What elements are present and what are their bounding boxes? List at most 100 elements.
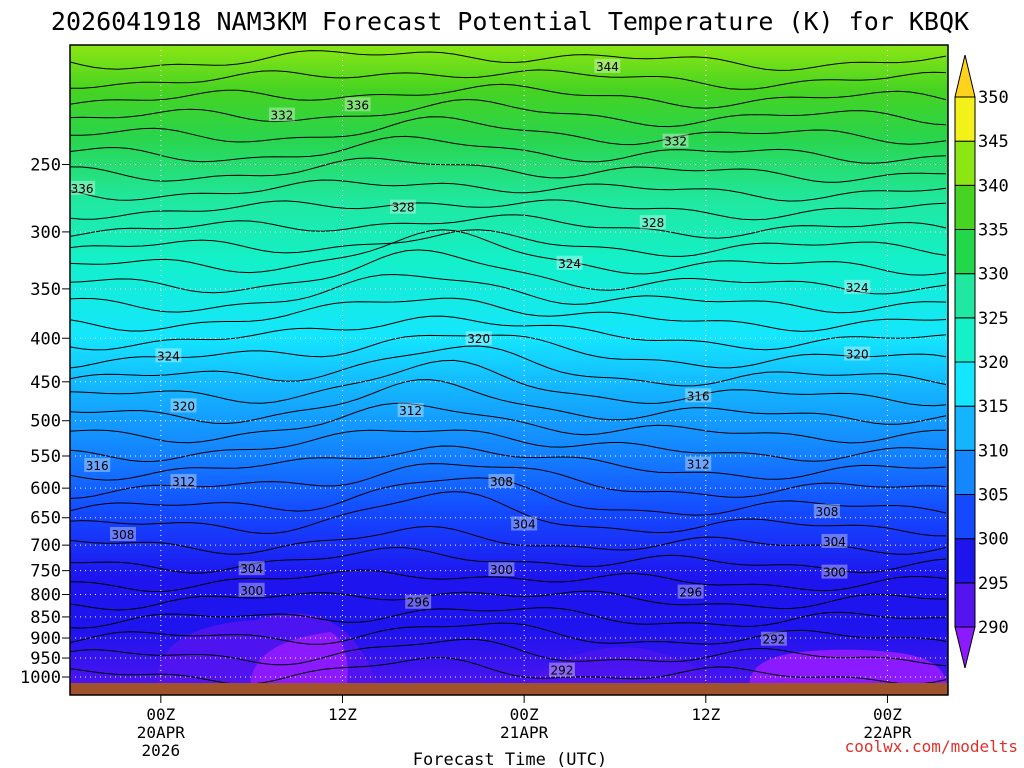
contour-label: 292 xyxy=(760,631,787,647)
ground-strip xyxy=(70,683,948,695)
contour-line xyxy=(70,157,947,183)
svg-text:296: 296 xyxy=(407,596,430,610)
contour-line xyxy=(70,50,947,71)
svg-text:320: 320 xyxy=(172,399,195,413)
contour-label: 344 xyxy=(594,58,621,74)
contour-label: 300 xyxy=(488,562,515,577)
colorbar-label: 315 xyxy=(978,397,1009,417)
contour-label: 320 xyxy=(844,346,871,362)
colorbar-segment xyxy=(954,54,976,98)
contour-line xyxy=(70,199,947,221)
colorbar-segment xyxy=(954,229,976,275)
svg-text:308: 308 xyxy=(112,528,135,542)
contour-label: 304 xyxy=(238,561,265,576)
svg-text:336: 336 xyxy=(71,182,94,196)
colorbar-label: 335 xyxy=(978,221,1009,241)
colorbar-label: 340 xyxy=(978,176,1009,196)
colorbar-segment xyxy=(954,273,976,319)
svg-text:328: 328 xyxy=(641,216,664,230)
svg-text:300: 300 xyxy=(240,584,263,598)
svg-text:296: 296 xyxy=(679,586,702,600)
contour-line xyxy=(70,546,947,574)
contour-lines xyxy=(70,50,947,685)
contour-line xyxy=(70,116,947,146)
y-tick-label: 650 xyxy=(30,509,61,529)
contour-line xyxy=(70,229,947,276)
svg-text:320: 320 xyxy=(846,348,869,362)
y-tick-label: 500 xyxy=(30,412,61,432)
y-axis: 2503003504004505005506006507007508008509… xyxy=(20,155,70,688)
contour-label: 304 xyxy=(511,516,538,532)
contour-line xyxy=(70,83,947,109)
colorbar-label: 290 xyxy=(978,618,1009,638)
contour-line xyxy=(70,69,947,90)
contour-line xyxy=(70,402,947,444)
y-tick-label: 250 xyxy=(30,155,61,175)
colorbar: 290 295 300 305 310 315 320 325 330 335 340 345 350 xyxy=(954,54,1009,669)
x-tick-label: 12Z xyxy=(328,705,357,724)
contour-line xyxy=(70,315,947,351)
y-tick-label: 400 xyxy=(30,329,61,349)
svg-text:312: 312 xyxy=(399,404,422,418)
contour-line xyxy=(70,297,947,332)
contour-label: 332 xyxy=(268,107,295,123)
chart-title: 2026041918 NAM3KM Forecast Potential Tem… xyxy=(51,7,969,36)
x-tick-label: 21APR xyxy=(500,723,549,742)
svg-text:300: 300 xyxy=(490,563,513,577)
dotted-grid xyxy=(70,45,948,695)
colorbar-label: 300 xyxy=(978,530,1009,550)
y-tick-label: 450 xyxy=(30,373,61,393)
temperature-field xyxy=(70,45,948,695)
contour-line xyxy=(70,179,947,202)
contour-line xyxy=(70,590,947,611)
contour-label: 296 xyxy=(405,594,432,610)
svg-text:316: 316 xyxy=(86,459,109,473)
contour-label: 308 xyxy=(488,473,515,489)
contour-line xyxy=(70,569,947,593)
x-tick-label: 20APR xyxy=(137,723,186,742)
contour-label: 316 xyxy=(685,388,712,403)
contour-label: 324 xyxy=(844,279,871,295)
contour-line xyxy=(70,229,947,257)
colorbar-label: 295 xyxy=(978,574,1009,594)
y-tick-label: 1000 xyxy=(20,668,61,688)
contour-line xyxy=(70,622,947,645)
svg-text:308: 308 xyxy=(490,475,513,489)
colorbar-segment xyxy=(954,449,976,496)
colorbar-segment xyxy=(954,317,976,363)
svg-text:332: 332 xyxy=(664,135,687,149)
contour-line xyxy=(70,135,947,164)
y-tick-label: 550 xyxy=(30,447,61,467)
contour-label: 328 xyxy=(639,215,666,230)
y-tick-label: 900 xyxy=(30,629,61,649)
contour-line xyxy=(70,463,947,499)
watermark: coolwx.com/modelts xyxy=(845,737,1018,756)
contour-line xyxy=(70,249,947,295)
contour-label: 296 xyxy=(677,584,704,600)
colorbar-segment xyxy=(954,184,976,230)
x-tick-label: 00Z xyxy=(510,705,539,724)
svg-text:300: 300 xyxy=(823,566,846,580)
contour-line xyxy=(70,477,947,516)
colorbar-segment xyxy=(954,494,976,540)
contour-label: 312 xyxy=(170,473,197,489)
contour-label: 292 xyxy=(548,662,575,678)
y-tick-label: 750 xyxy=(30,562,61,582)
contour-label: 320 xyxy=(465,331,492,346)
y-tick-label: 300 xyxy=(30,223,61,243)
colorbar-segment xyxy=(954,361,976,407)
svg-text:332: 332 xyxy=(270,109,293,123)
contour-line xyxy=(70,273,947,314)
contour-label: 336 xyxy=(344,97,371,112)
svg-text:320: 320 xyxy=(467,332,490,346)
contour-line xyxy=(70,379,947,425)
colorbar-label: 305 xyxy=(978,486,1009,506)
x-tick-label: 00Z xyxy=(873,705,902,724)
x-tick-label: 00Z xyxy=(146,705,175,724)
contour-line xyxy=(70,98,947,128)
contour-label: 304 xyxy=(821,533,848,549)
contour-line xyxy=(70,491,947,537)
colorbar-label: 325 xyxy=(978,309,1009,329)
